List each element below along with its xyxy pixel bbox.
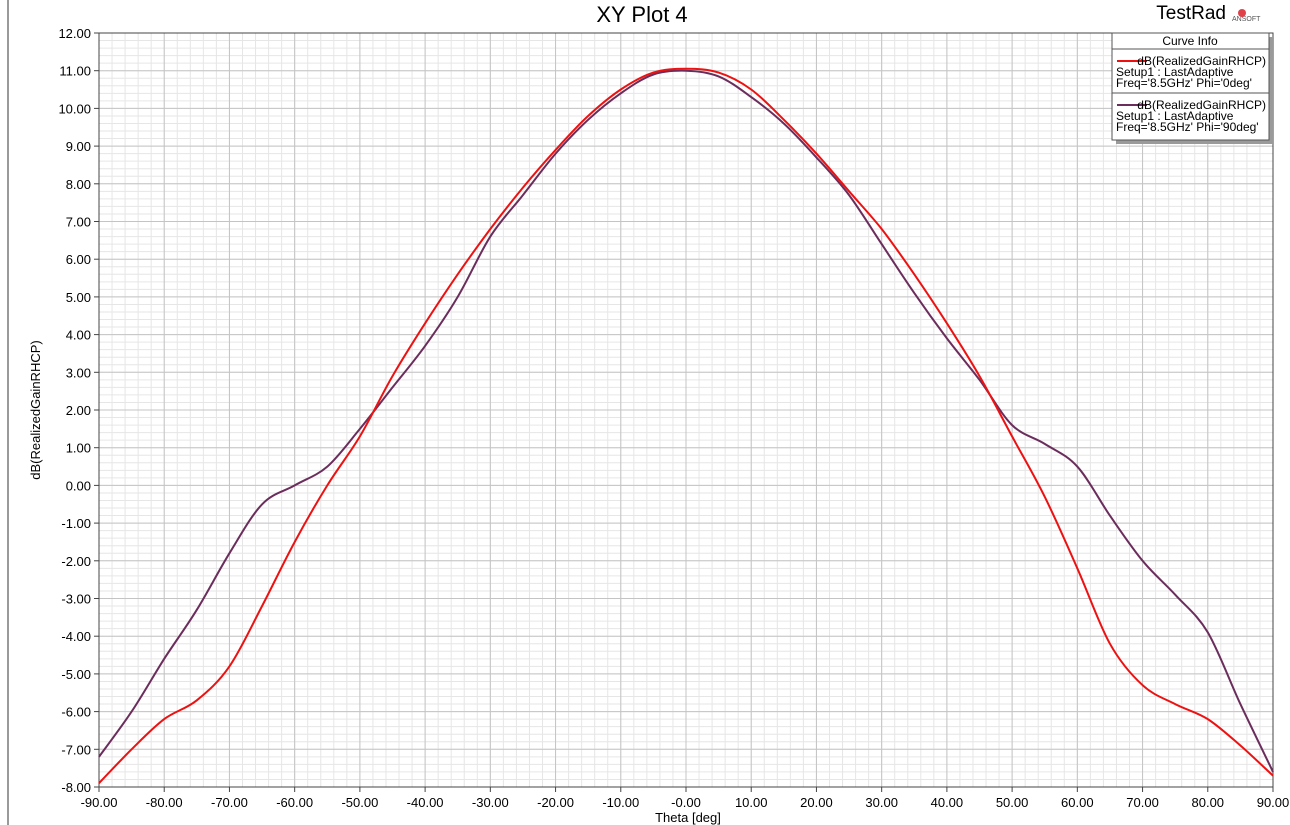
y-tick-label: 4.00	[66, 328, 91, 343]
project-label: TestRad	[1156, 3, 1226, 24]
x-tick-label: 80.00	[1192, 795, 1225, 810]
y-tick-label: 5.00	[66, 290, 91, 305]
x-tick-label: 40.00	[931, 795, 964, 810]
y-tick-label: -7.00	[61, 742, 91, 757]
legend-entry-phi90-name: dB(RealizedGainRHCP)	[1137, 98, 1266, 112]
x-tick-label: 20.00	[800, 795, 833, 810]
y-tick-label: 8.00	[66, 177, 91, 192]
x-tick-label: 10.00	[735, 795, 768, 810]
y-tick-label: -5.00	[61, 667, 91, 682]
x-tick-label: 50.00	[996, 795, 1029, 810]
y-tick-label: -4.00	[61, 629, 91, 644]
legend-entry-phi0-name: dB(RealizedGainRHCP)	[1137, 54, 1266, 68]
chart-title: XY Plot 4	[596, 2, 687, 27]
x-tick-label: 90.00	[1257, 795, 1290, 810]
major-grid	[98, 32, 1274, 788]
x-tick-label: 70.00	[1126, 795, 1159, 810]
y-tick-label: 9.00	[66, 139, 91, 154]
x-tick-label: -20.00	[537, 795, 574, 810]
y-tick-labels: 12.00 11.00 10.00 9.00 8.00 7.00 6.00 5.00 4.00 3…	[58, 26, 91, 795]
y-tick-label: 0.00	[66, 478, 91, 493]
y-tick-label: 1.00	[66, 441, 91, 456]
x-tick-label: -30.00	[472, 795, 509, 810]
legend[interactable]: Curve Info dB(RealizedGainRHCP) Setup1 :…	[1111, 32, 1273, 144]
y-tick-label: 10.00	[58, 101, 91, 116]
x-tick-label: -0.00	[671, 795, 701, 810]
x-tick-label: -10.00	[602, 795, 639, 810]
legend-box	[1111, 32, 1270, 141]
y-tick-label: 6.00	[66, 252, 91, 267]
x-tick-label: -40.00	[407, 795, 444, 810]
x-tick-label: -60.00	[276, 795, 313, 810]
y-tick-label: -2.00	[61, 554, 91, 569]
y-tick-label: 11.00	[59, 64, 91, 79]
y-tick-label: 7.00	[66, 215, 91, 230]
y-tick-label: 3.00	[66, 365, 91, 380]
x-tick-label: -80.00	[146, 795, 183, 810]
legend-entry-phi0-freq: Freq='8.5GHz' Phi='0deg'	[1116, 76, 1252, 90]
y-tick-label: -6.00	[61, 705, 91, 720]
y-axis-title: dB(RealizedGainRHCP)	[28, 340, 43, 479]
x-tick-label: 60.00	[1061, 795, 1094, 810]
ansoft-logo-text: ANSOFT	[1232, 16, 1261, 23]
series-layer	[98, 67, 1274, 784]
ansoft-logo-icon	[1238, 9, 1246, 17]
x-tick-labels: -90.00 -80.00 -70.00 -60.00 -50.00 -40.00 -30.…	[81, 795, 1290, 810]
x-axis-title: Theta [deg]	[655, 810, 721, 825]
x-tick-label: -90.00	[81, 795, 118, 810]
legend-title: Curve Info	[1162, 34, 1218, 48]
x-tick-label: 30.00	[865, 795, 898, 810]
y-tick-label: -3.00	[61, 592, 91, 607]
series-line-phi0	[98, 67, 1274, 784]
legend-entry-phi90-setup: Setup1 : LastAdaptive	[1116, 109, 1234, 123]
x-tick-label: -70.00	[211, 795, 248, 810]
window-left-border	[7, 0, 9, 825]
axis-tick-marks	[94, 32, 1274, 792]
y-tick-label: -1.00	[61, 516, 91, 531]
series-line-phi90	[98, 69, 1274, 773]
y-tick-label: 12.00	[58, 26, 91, 41]
legend-entry-phi90-freq: Freq='8.5GHz' Phi='90deg'	[1116, 120, 1259, 134]
y-tick-label: 2.00	[66, 403, 91, 418]
y-tick-label: -8.00	[61, 780, 91, 795]
legend-entry-phi0-setup: Setup1 : LastAdaptive	[1116, 65, 1234, 79]
plot-area-frame	[98, 32, 1274, 788]
x-tick-label: -50.00	[341, 795, 378, 810]
